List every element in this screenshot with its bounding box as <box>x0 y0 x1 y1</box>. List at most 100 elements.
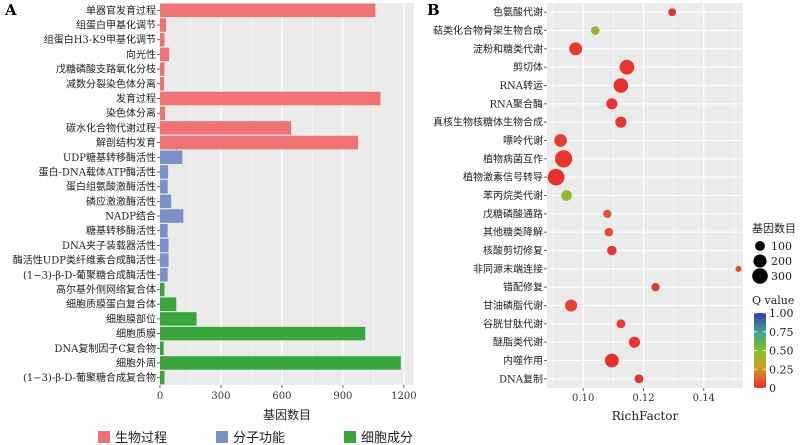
pathway-label: 内噬作用 <box>503 354 543 367</box>
pathway-label: 真核生物核糖体生物合成 <box>433 116 543 129</box>
bar-molecular-function <box>160 209 184 223</box>
category-label: 酶活性UDP类纤维素合成酶活性 <box>13 254 156 267</box>
bar-molecular-function <box>160 253 169 267</box>
bubble-point <box>616 319 626 329</box>
bar-cellular-component <box>160 356 401 370</box>
x-tick-label: 300 <box>211 391 230 402</box>
bar-molecular-function <box>160 179 168 194</box>
legend-swatch <box>216 431 228 443</box>
pathway-label: 错配修复 <box>503 281 543 294</box>
category-label: 细胞质膜蛋白复合体 <box>66 298 156 311</box>
bubble-point <box>565 299 578 312</box>
pathway-label: 植物病菌互作 <box>483 152 543 165</box>
pathway-label: 戊糖磷酸通路 <box>483 207 543 220</box>
size-legend-label: 100 <box>771 240 792 253</box>
category-label: UDP糖基转移酶活性 <box>63 151 156 164</box>
size-legend-dot <box>755 241 765 251</box>
bar-cellular-component <box>160 341 164 356</box>
category-label: (1−3)-β-D-葡聚糖合成酶活性 <box>23 268 156 281</box>
bar-molecular-function <box>160 150 183 165</box>
category-label: 碳水化合物代谢过程 <box>66 121 156 134</box>
pathway-label: RNA聚合酶 <box>489 97 543 110</box>
x-axis-title: 基因数目 <box>263 407 311 422</box>
category-label: 蛋白组氨酸激酶活性 <box>66 180 156 193</box>
category-label: 细胞膜部位 <box>106 312 156 325</box>
pathway-label: 苯丙烷类代谢 <box>483 189 543 202</box>
bar-molecular-function <box>160 165 169 179</box>
category-label: 向光性 <box>126 48 156 61</box>
bar-molecular-function <box>160 223 168 238</box>
pathway-label: 植物激素信号转导 <box>463 171 543 184</box>
size-legend-title: 基因数目 <box>752 222 796 235</box>
bubble-point <box>634 374 644 384</box>
pathway-label: 淀粉和糖类代谢 <box>473 42 543 55</box>
bubble-point <box>615 116 627 128</box>
bar-cellular-component <box>160 297 177 311</box>
category-label: 细胞质膜 <box>116 327 156 340</box>
category-label: 戊糖磷酸支路氧化分枝 <box>56 63 156 76</box>
category-label: DNA夹子装载器活性 <box>62 239 156 252</box>
category-label: 细胞外周 <box>116 356 156 369</box>
bar-biological-process <box>160 77 165 91</box>
category-label: 磷应激激酶活性 <box>86 195 156 208</box>
bubble-point <box>613 78 629 93</box>
pathway-label: 剪切体 <box>513 61 543 74</box>
x-tick-label: 0 <box>157 391 163 402</box>
bubble-point <box>554 150 573 168</box>
bubble-point <box>590 26 600 35</box>
bar-biological-process <box>160 32 165 47</box>
legend-label: 分子功能 <box>233 431 285 445</box>
pathway-label: 萜类化合物骨架生物合成 <box>433 24 543 37</box>
category-label: 蛋白-DNA载体ATP酶活性 <box>39 165 156 178</box>
pathway-label: 醚脂类代谢 <box>493 336 543 349</box>
pathway-label: 嘌呤代谢 <box>503 134 543 147</box>
color-legend-label: 0.75 <box>769 326 794 339</box>
color-legend-label: 0 <box>769 382 776 395</box>
panel-label-a: A <box>4 1 17 19</box>
category-label: (1−3)-β-D-葡聚糖合成复合物 <box>23 371 156 384</box>
category-label: 减数分裂染色体分离 <box>66 77 156 90</box>
category-label: 解剖结构发育 <box>96 136 156 149</box>
category-label: DNA复制因子C复合物 <box>54 342 156 355</box>
panel-label-b: B <box>427 1 440 19</box>
size-legend-dot <box>752 268 768 284</box>
bar-molecular-function <box>160 194 172 209</box>
pathway-label: 其他糖类降解 <box>483 226 543 239</box>
x-tick-label: 600 <box>272 391 291 402</box>
bar-biological-process <box>160 91 381 106</box>
pathway-label: 色氨酸代谢 <box>493 6 543 19</box>
pathway-label: 谷胱甘肽代谢 <box>483 317 543 330</box>
bar-cellular-component <box>160 312 197 326</box>
pathway-label: DNA复制 <box>499 372 543 385</box>
category-label: 单器官发育过程 <box>86 4 156 17</box>
x-tick-label: 1200 <box>391 391 416 402</box>
bubble-point <box>569 42 583 56</box>
color-legend-title: Q value <box>752 294 794 307</box>
legend-swatch <box>344 431 356 443</box>
color-legend-label: 0.25 <box>769 363 794 376</box>
size-legend-label: 300 <box>771 270 792 283</box>
bar-biological-process <box>160 106 166 120</box>
bubble-point <box>554 134 567 147</box>
bubble-point <box>561 190 572 201</box>
bar-cellular-component <box>160 370 165 385</box>
color-legend-label: 0.50 <box>769 345 794 358</box>
legend-label: 细胞成分 <box>361 431 413 445</box>
legend-swatch <box>98 431 110 443</box>
bar-cellular-component <box>160 326 366 341</box>
bubble-point <box>604 353 619 368</box>
x-axis-title: RichFactor <box>612 409 679 423</box>
category-label: 发育过程 <box>116 92 156 105</box>
x-tick-label: 0.14 <box>693 393 715 404</box>
category-label: NADP结合 <box>105 210 156 223</box>
bar-molecular-function <box>160 238 169 253</box>
bar-biological-process <box>160 3 376 18</box>
pathway-label: 核酸剪切修复 <box>483 244 543 257</box>
category-label: 组蛋白H3-K9甲基化调节 <box>44 33 156 46</box>
bar-biological-process <box>160 47 170 62</box>
category-label: 组蛋白甲基化调节 <box>76 19 156 32</box>
bubble-point <box>651 283 660 292</box>
bubble-point <box>606 98 618 110</box>
bubble-point <box>628 336 641 348</box>
